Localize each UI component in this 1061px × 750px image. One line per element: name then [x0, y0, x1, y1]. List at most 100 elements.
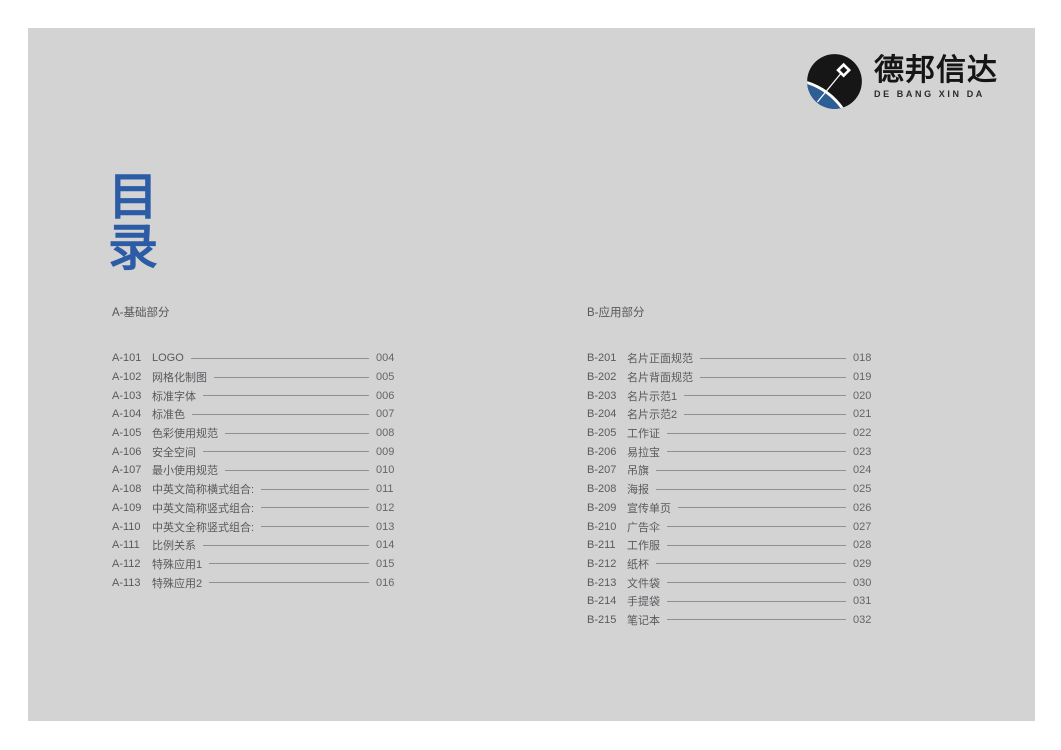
toc-leader-line — [225, 469, 369, 471]
toc-item-page: 029 — [853, 557, 872, 570]
toc-leader-line — [261, 507, 369, 509]
toc-row: B-203 名片示范1 020 — [587, 386, 877, 405]
toc-row: A-103 标准字体 006 — [112, 386, 400, 405]
section-header-b: B-应用部分 — [587, 307, 645, 319]
toc-item-page: 023 — [853, 445, 872, 458]
toc-item-code: B-211 — [587, 539, 616, 552]
toc-item-code: A-108 — [112, 483, 142, 496]
toc-row: A-112 特殊应用1 015 — [112, 555, 400, 574]
toc-item-code: B-212 — [587, 557, 617, 570]
toc-item-page: 012 — [376, 501, 395, 514]
toc-item-code: B-205 — [587, 427, 617, 440]
toc-row: B-205 工作证 022 — [587, 424, 877, 443]
toc-list-a: A-101 LOGO 004 A-102 网格化制图 005 A-103 标准字体 006 A-1… — [112, 349, 400, 592]
toc-item-page: 004 — [376, 352, 395, 365]
toc-item-label: 色彩使用规范 — [152, 428, 218, 441]
toc-item-label: 文件袋 — [627, 577, 660, 590]
toc-row: A-110 中英文全称竖式组合: 013 — [112, 517, 400, 536]
logo-mark-icon — [807, 54, 862, 109]
toc-leader-line — [192, 413, 369, 415]
toc-leader-line — [203, 395, 369, 397]
toc-item-code: A-107 — [112, 464, 142, 477]
toc-row: A-111 比例关系 014 — [112, 536, 400, 555]
section-header-a: A-基础部分 — [112, 307, 170, 319]
logo-text-en: DE BANG XIN DA — [874, 89, 985, 99]
toc-item-label: 易拉宝 — [627, 446, 660, 459]
toc-leader-line — [203, 451, 369, 453]
toc-row: A-113 特殊应用2 016 — [112, 573, 400, 592]
toc-list-b: B-201 名片正面规范 018 B-202 名片背面规范 019 B-203 名片示范1 02… — [587, 349, 877, 629]
toc-item-label: LOGO — [152, 352, 184, 365]
toc-leader-line — [656, 488, 846, 490]
toc-item-code: B-202 — [587, 371, 617, 384]
toc-leader-line — [667, 526, 846, 528]
toc-item-page: 013 — [376, 520, 395, 533]
toc-row: B-215 笔记本 032 — [587, 611, 877, 630]
toc-row: A-108 中英文简称横式组合: 011 — [112, 480, 400, 499]
toc-item-page: 020 — [853, 389, 872, 402]
toc-item-label: 工作证 — [627, 428, 660, 441]
toc-row: B-212 纸杯 029 — [587, 555, 877, 574]
toc-leader-line — [261, 488, 369, 490]
toc-item-code: B-213 — [587, 576, 617, 589]
logo: 德邦信达 DE BANG XIN DA — [806, 53, 998, 110]
toc-item-code: B-201 — [587, 352, 617, 365]
toc-leader-line — [700, 357, 846, 359]
toc-row: B-201 名片正面规范 018 — [587, 349, 877, 368]
toc-item-label: 名片背面规范 — [627, 372, 693, 385]
toc-leader-line — [209, 582, 369, 584]
toc-item-label: 名片正面规范 — [627, 353, 693, 366]
page-panel — [28, 28, 1035, 721]
toc-item-page: 008 — [376, 427, 395, 440]
toc-leader-line — [225, 432, 369, 434]
toc-item-label: 宣传单页 — [627, 502, 671, 515]
toc-row: B-208 海报 025 — [587, 480, 877, 499]
toc-item-label: 特殊应用2 — [152, 577, 203, 590]
toc-item-page: 007 — [376, 408, 395, 421]
toc-section-a: A-基础部分 A-101 LOGO 004 A-102 网格化制图 005 A-103 标准字… — [112, 306, 400, 592]
toc-row: A-102 网格化制图 005 — [112, 368, 400, 387]
toc-leader-line — [667, 619, 846, 621]
logo-text-cn: 德邦信达 — [874, 54, 998, 87]
toc-item-label: 中英文简称竖式组合: — [152, 502, 255, 515]
toc-row: A-107 最小使用规范 010 — [112, 461, 400, 480]
toc-item-label: 吊旗 — [627, 465, 649, 478]
toc-item-page: 027 — [853, 520, 872, 533]
toc-item-page: 032 — [853, 613, 872, 626]
toc-row: B-214 手提袋 031 — [587, 592, 877, 611]
toc-item-code: A-101 — [112, 352, 142, 365]
page-title-char-2: 录 — [108, 220, 158, 276]
toc-leader-line — [667, 451, 846, 453]
toc-item-code: B-206 — [587, 445, 617, 458]
toc-item-page: 011 — [376, 483, 394, 496]
toc-item-label: 海报 — [627, 484, 649, 497]
toc-leader-line — [700, 376, 846, 378]
toc-item-label: 广告伞 — [627, 521, 660, 534]
toc-row: B-206 易拉宝 023 — [587, 442, 877, 461]
toc-item-page: 026 — [853, 501, 872, 514]
logo-text: 德邦信达 DE BANG XIN DA — [874, 53, 998, 99]
toc-item-code: A-103 — [112, 389, 142, 402]
toc-item-code: A-102 — [112, 371, 142, 384]
toc-item-page: 006 — [376, 389, 395, 402]
toc-item-label: 标准字体 — [152, 390, 196, 403]
toc-item-label: 纸杯 — [627, 558, 649, 571]
toc-item-code: B-209 — [587, 501, 617, 514]
toc-row: A-109 中英文简称竖式组合: 012 — [112, 499, 400, 518]
toc-item-code: B-204 — [587, 408, 617, 421]
toc-leader-line — [214, 376, 369, 378]
toc-item-code: B-210 — [587, 520, 617, 533]
toc-item-page: 015 — [376, 557, 395, 570]
toc-leader-line — [678, 507, 846, 509]
toc-item-page: 021 — [853, 408, 872, 421]
toc-item-label: 手提袋 — [627, 596, 660, 609]
toc-item-page: 014 — [376, 539, 395, 552]
toc-item-code: A-113 — [112, 576, 141, 589]
toc-row: B-211 工作服 028 — [587, 536, 877, 555]
toc-item-page: 031 — [853, 595, 872, 608]
toc-item-page: 018 — [853, 352, 872, 365]
toc-item-code: A-104 — [112, 408, 142, 421]
toc-item-label: 网格化制图 — [152, 372, 207, 385]
toc-row: B-207 吊旗 024 — [587, 461, 877, 480]
toc-item-page: 005 — [376, 371, 395, 384]
